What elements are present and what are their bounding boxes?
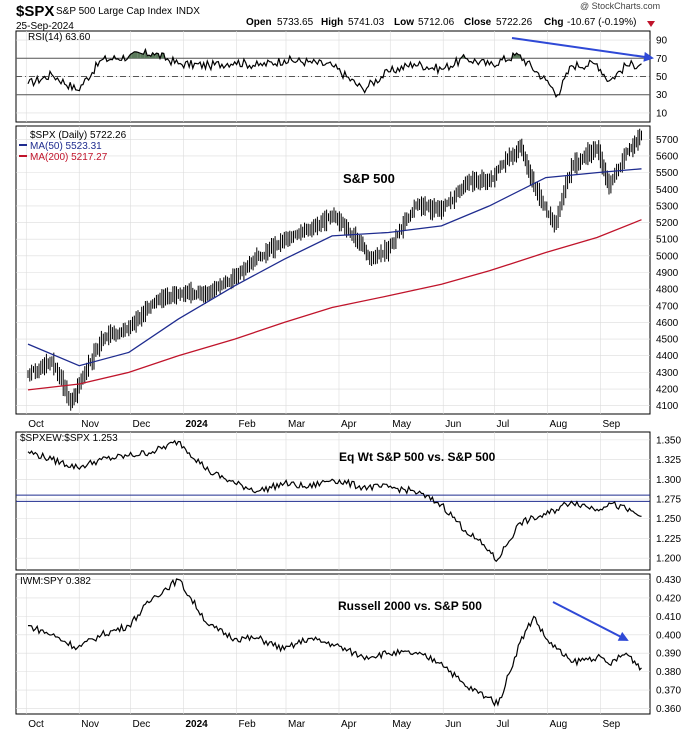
exchange: INDX [176,6,200,17]
x-tick-label: Jul [496,719,509,730]
price-y-tick-label: 5200 [656,218,679,229]
ma200-swatch [19,155,27,157]
ma50-legend: MA(50) 5523.31 [30,141,102,152]
watermark: @ StockCharts.com [580,1,660,11]
price-y-tick-label: 4100 [656,401,679,412]
price-y-tick-label: 4400 [656,351,679,362]
ratio2-y-tick-label: 0.420 [656,593,681,604]
x-tick-label: Jun [445,419,461,430]
x-tick-label: Nov [81,719,99,730]
x-tick-label: Oct [28,419,44,430]
ratio2-y-tick-label: 0.390 [656,649,681,660]
rsi-y-tick-label: 90 [656,36,668,47]
x-tick-label: Jun [445,719,461,730]
russell-legend: IWM:SPY 0.382 [20,576,91,587]
chg-value: -10.67 (-0.19%) [567,17,636,28]
price-y-tick-label: 4700 [656,301,679,312]
open-value: 5733.65 [277,17,314,28]
x-tick-label: Dec [132,419,150,430]
ratio-y-tick-label: 1.300 [656,475,681,486]
russell-trend-arrow [552,601,629,641]
x-tick-label: Feb [238,719,256,730]
x-tick-label: 2024 [185,719,208,730]
x-tick-label: Aug [549,419,567,430]
rsi-y-tick-label: 50 [656,72,668,83]
high-label: High [321,17,343,28]
x-tick-label: Apr [341,419,357,430]
ratio2-y-tick-label: 0.430 [656,575,681,586]
open-label: Open [246,17,272,28]
ratio2-y-tick-label: 0.410 [656,612,681,623]
rsi-trend-arrow [511,37,654,62]
close-value: 5722.26 [496,17,533,28]
ratio-y-tick-label: 1.275 [656,495,681,506]
x-tick-label: Dec [132,719,150,730]
x-tick-label: Feb [238,419,256,430]
ratio-y-tick-label: 1.350 [656,435,681,446]
x-tick-label: Mar [288,719,306,730]
x-tick-label: Sep [602,419,620,430]
ratio-y-tick-label: 1.225 [656,534,681,545]
ratio2-y-tick-label: 0.370 [656,686,681,697]
down-triangle-icon [647,21,655,27]
ratio-y-tick-label: 1.200 [656,554,681,565]
russell-ratio-panel [15,573,651,715]
price-y-tick-label: 5700 [656,135,679,146]
rsi-overbought-fill [104,49,522,59]
ratio-series-line [27,439,642,563]
price-y-tick-label: 5500 [656,168,679,179]
price-y-tick-label: 4300 [656,368,679,379]
x-tick-label: May [392,419,411,430]
ma200-legend: MA(200) 5217.27 [30,152,108,163]
x-tick-label: 2024 [185,419,208,430]
russell-annotation: Russell 2000 vs. S&P 500 [338,599,482,613]
price-legend: $SPX (Daily) 5722.26 [30,130,127,141]
x-tick-label: Nov [81,419,99,430]
price-y-tick-label: 5600 [656,151,679,162]
ma50-line [27,168,642,367]
low-label: Low [394,17,414,28]
ratio2-y-tick-label: 0.400 [656,630,681,641]
price-y-tick-label: 4800 [656,285,679,296]
ma200-line [27,219,642,391]
rsi-series-line [27,47,642,99]
rsi-y-tick-label: 70 [656,54,668,65]
price-y-tick-label: 4200 [656,385,679,396]
low-value: 5712.06 [418,17,455,28]
price-y-tick-label: 4500 [656,335,679,346]
x-tick-label: Mar [288,419,306,430]
x-tick-label: Aug [549,719,567,730]
ratio-y-tick-label: 1.250 [656,514,681,525]
close-label: Close [464,17,492,28]
rsi-y-tick-label: 30 [656,90,668,101]
price-y-tick-label: 5400 [656,185,679,196]
ratio-y-tick-label: 1.325 [656,455,681,466]
price-y-tick-label: 5000 [656,251,679,262]
rsi-y-tick-label: 10 [656,108,668,119]
price-y-tick-label: 5100 [656,235,679,246]
instrument-name: S&P 500 Large Cap Index [56,6,172,17]
price-y-tick-label: 4600 [656,318,679,329]
ratio2-y-tick-label: 0.360 [656,704,681,715]
price-annotation: S&P 500 [343,171,395,186]
ratio2-y-tick-label: 0.380 [656,667,681,678]
high-value: 5741.03 [348,17,385,28]
x-tick-label: Apr [341,719,357,730]
price-y-tick-label: 5300 [656,201,679,212]
x-tick-label: Oct [28,719,44,730]
chg-label: Chg [544,17,563,28]
price-panel [15,125,651,415]
ratio2-series-line [28,578,642,707]
eqwt-annotation: Eq Wt S&P 500 vs. S&P 500 [339,450,496,464]
x-tick-label: May [392,719,411,730]
x-tick-label: Sep [602,719,620,730]
rsi-legend: RSI(14) 63.60 [28,32,91,43]
x-tick-label: Jul [496,419,509,430]
price-y-tick-label: 4900 [656,268,679,279]
symbol: $SPX [16,3,54,20]
ma50-swatch [19,144,27,146]
eqwt-legend: $SPXEW:$SPX 1.253 [20,433,118,444]
chart-date: 25-Sep-2024 [16,21,74,32]
